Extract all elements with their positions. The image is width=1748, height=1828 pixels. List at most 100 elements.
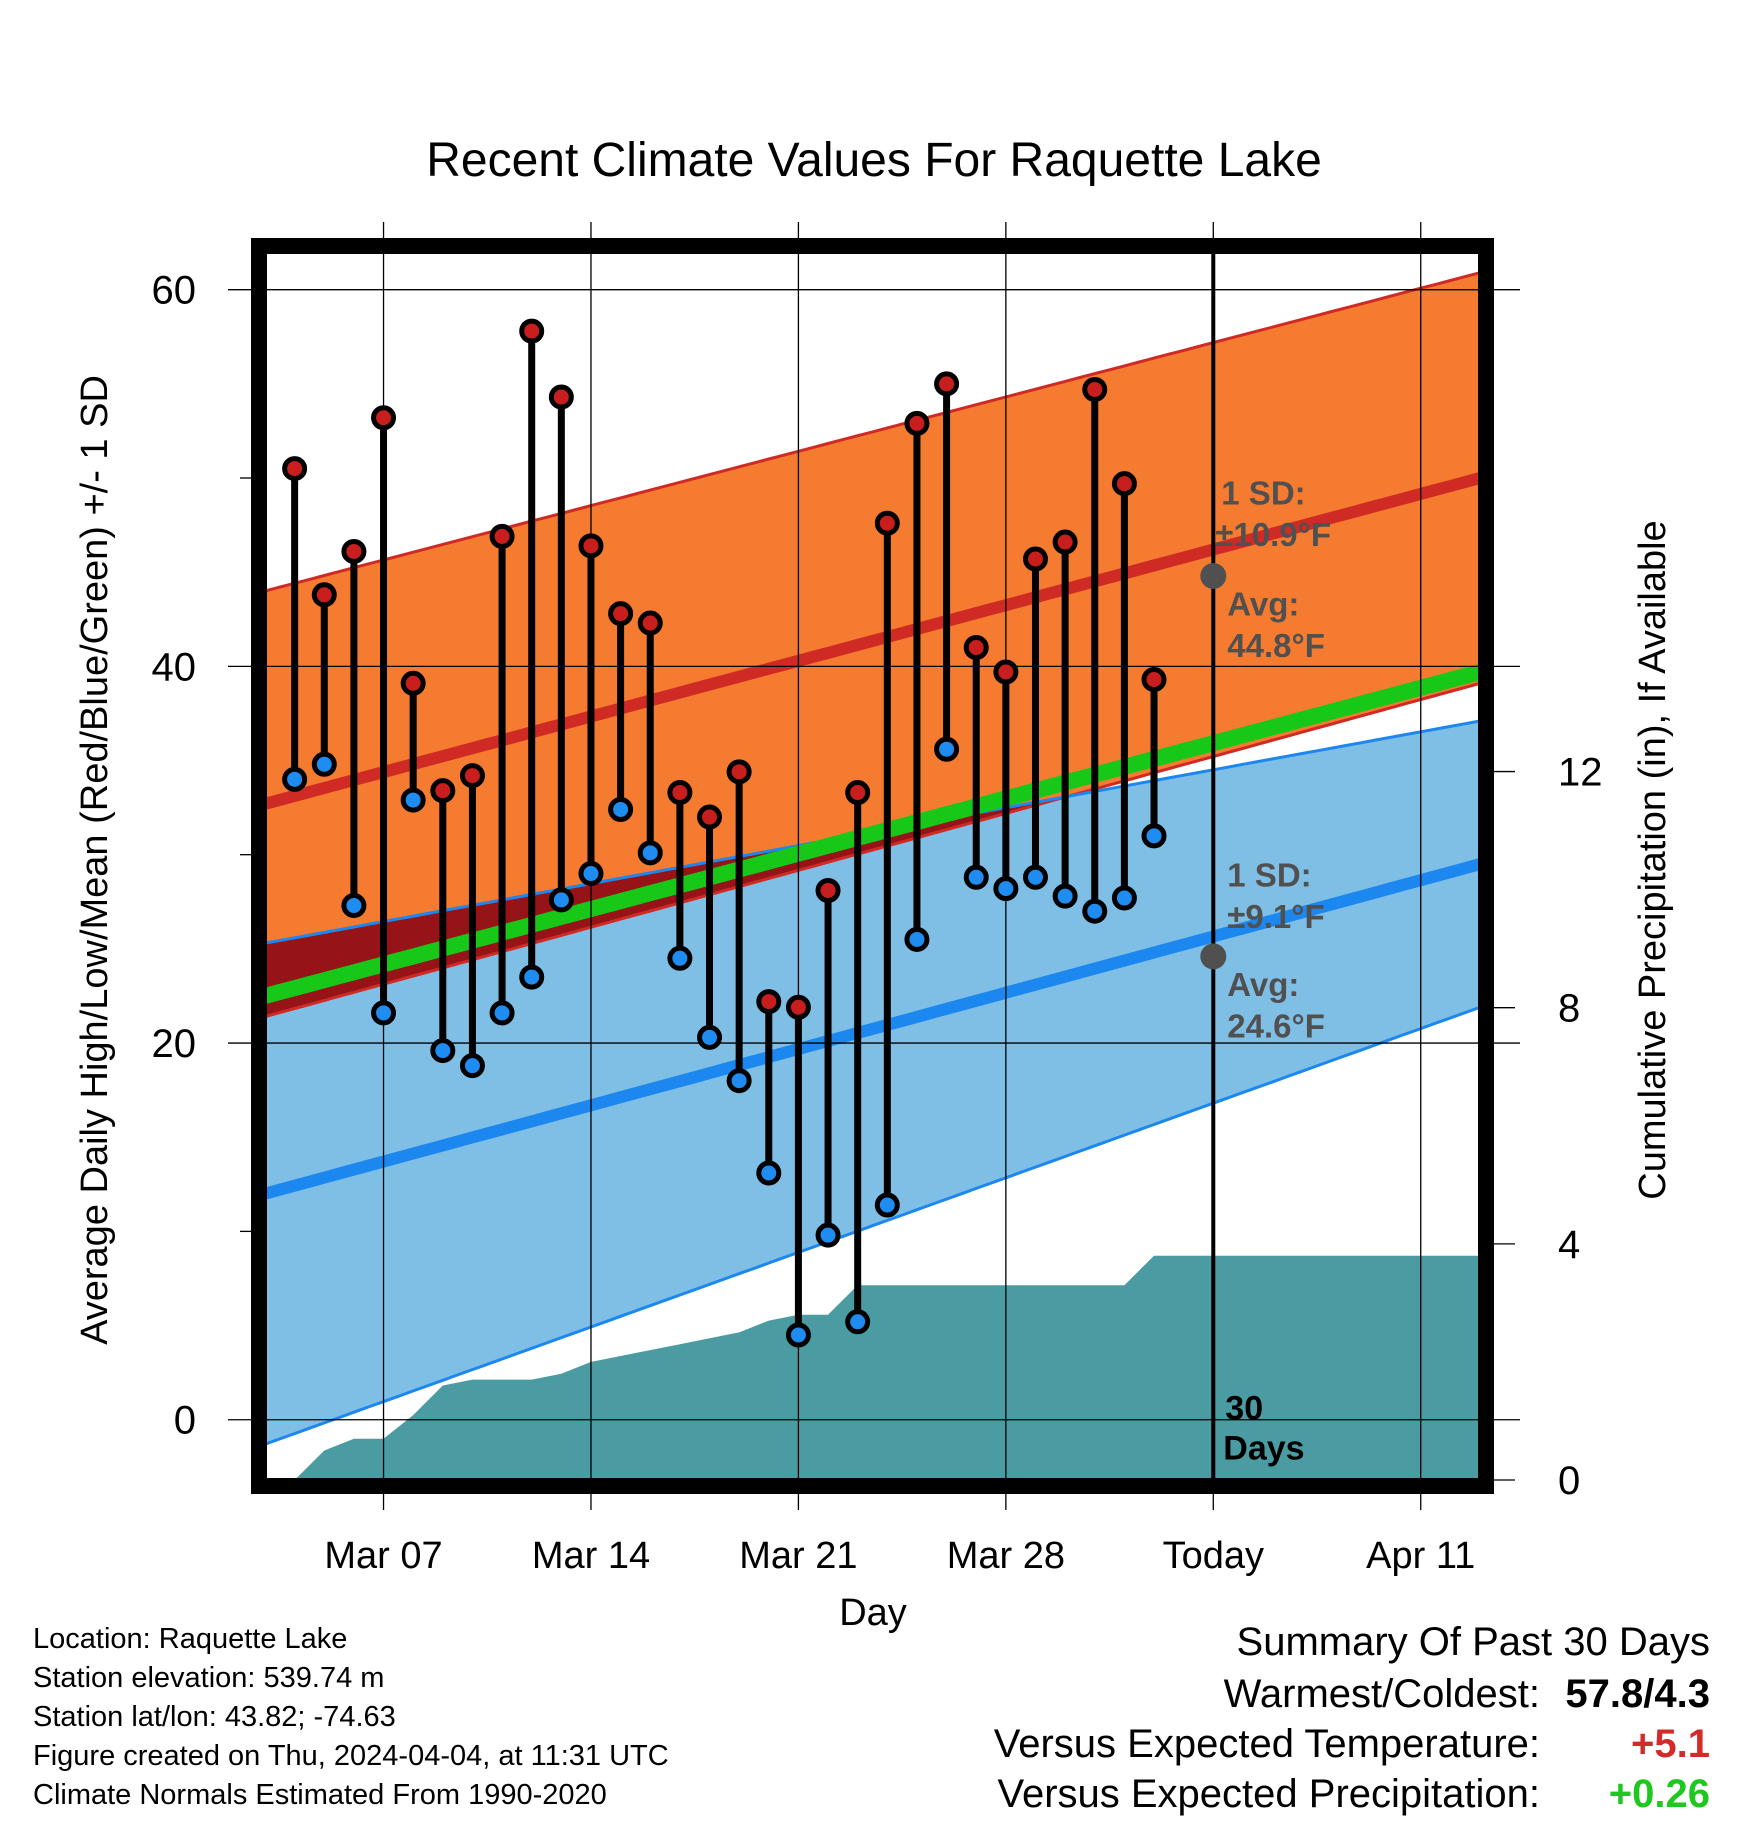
daily-low-point xyxy=(904,926,930,952)
footer-location: Location: Raquette Lake xyxy=(33,1623,348,1655)
daily-low-point xyxy=(519,964,545,990)
daily-high-point xyxy=(608,601,634,627)
daily-high-point xyxy=(667,780,693,806)
y2-tick-label: 4 xyxy=(1558,1223,1580,1267)
plot-frame xyxy=(251,238,1494,1494)
daily-low-point xyxy=(371,1000,397,1026)
daily-high-point xyxy=(756,989,782,1015)
x-axis-label: Day xyxy=(839,1592,907,1634)
daily-low-point xyxy=(578,861,604,887)
daily-low-point xyxy=(430,1038,456,1064)
daily-low-point xyxy=(667,945,693,971)
daily-low-point xyxy=(400,787,426,813)
daily-high-point xyxy=(697,804,723,830)
y2-tick-label: 12 xyxy=(1558,751,1603,795)
daily-low-point xyxy=(282,766,308,792)
daily-low-point xyxy=(311,751,337,777)
daily-high-point xyxy=(311,582,337,608)
daily-high-point xyxy=(371,405,397,431)
precip-value: +0.26 xyxy=(1608,1772,1710,1816)
daily-low-point xyxy=(1052,883,1078,909)
high-sd-label: 1 SD: xyxy=(1221,474,1305,511)
high-lower-sd-line xyxy=(265,681,1480,1019)
x-tick-label: Mar 28 xyxy=(947,1535,1065,1577)
daily-high-point xyxy=(1082,376,1108,402)
precip-label: Versus Expected Precipitation: xyxy=(997,1772,1540,1816)
daily-low-point xyxy=(815,1222,841,1248)
summary-precipitation: Versus Expected Precipitation: +0.26 xyxy=(997,1772,1710,1817)
warmest-coldest-value: 57.8/4.3 xyxy=(1565,1672,1710,1716)
low-avg-value: 24.6°F xyxy=(1227,1007,1325,1044)
daily-low-point xyxy=(1141,823,1167,849)
y-tick-label: 60 xyxy=(152,269,197,313)
y2-axis-label: Cumulative Precipitation (in), If Availa… xyxy=(1632,520,1674,1199)
daily-high-point xyxy=(785,994,811,1020)
daily-high-point xyxy=(963,635,989,661)
daily-high-point xyxy=(489,523,515,549)
low-sd-label: 1 SD: xyxy=(1227,857,1311,894)
daily-high-point xyxy=(519,318,545,344)
daily-low-point xyxy=(993,876,1019,902)
high-sd-value: ±10.9°F xyxy=(1215,516,1331,553)
footer-elevation: Station elevation: 539.74 m xyxy=(33,1662,385,1694)
daily-high-point xyxy=(993,659,1019,685)
daily-low-point xyxy=(1022,864,1048,890)
low-avg-today-dot xyxy=(1200,943,1227,970)
warmest-coldest-label: Warmest/Coldest: xyxy=(1223,1672,1540,1716)
high-avg-value: 44.8°F xyxy=(1227,627,1325,664)
daily-high-point xyxy=(459,763,485,789)
summary-heading: Summary Of Past 30 Days xyxy=(1236,1620,1710,1664)
daily-low-point xyxy=(637,840,663,866)
x-tick-label: Mar 14 xyxy=(532,1535,650,1577)
axes: 0 20 40 60 0 4 8 12 Mar 07 Mar 14 Mar 21 Mar 28 Toda… xyxy=(152,269,1603,1577)
low-normal-line xyxy=(265,858,1480,1200)
summary-warmest-coldest: Warmest/Coldest: 57.8/4.3 xyxy=(1224,1672,1710,1717)
footer-normals: Climate Normals Estimated From 1990-2020 xyxy=(33,1779,607,1811)
daily-high-point xyxy=(1022,546,1048,572)
y-tick-label: 20 xyxy=(152,1022,197,1066)
daily-high-point xyxy=(874,510,900,536)
high-avg-label: Avg: xyxy=(1227,586,1299,623)
x-tick-label: Today xyxy=(1163,1535,1264,1577)
daily-low-point xyxy=(1111,885,1137,911)
y2-tick-label: 0 xyxy=(1558,1459,1580,1503)
low-avg-label: Avg: xyxy=(1227,966,1299,1003)
daily-high-point xyxy=(578,533,604,559)
y-axis-label: Average Daily High/Low/Mean (Red/Blue/Gr… xyxy=(74,375,116,1345)
daily-high-point xyxy=(1111,471,1137,497)
y-tick-label: 40 xyxy=(152,645,197,689)
x-tick-label: Mar 07 xyxy=(324,1535,442,1577)
temp-value: +5.1 xyxy=(1631,1722,1710,1766)
daily-low-point xyxy=(459,1053,485,1079)
low-sd-value: ±9.1°F xyxy=(1227,898,1324,935)
daily-high-point xyxy=(282,456,308,482)
days-label-text: Days xyxy=(1223,1429,1304,1467)
daily-high-point xyxy=(548,384,574,410)
y2-tick-label: 8 xyxy=(1558,987,1580,1031)
daily-high-point xyxy=(815,877,841,903)
high-avg-today-dot xyxy=(1200,562,1227,589)
daily-low-point xyxy=(726,1068,752,1094)
daily-low-point xyxy=(1082,898,1108,924)
daily-low-point xyxy=(963,864,989,890)
daily-high-point xyxy=(430,778,456,804)
footer-created: Figure created on Thu, 2024-04-04, at 11… xyxy=(33,1740,669,1772)
daily-low-point xyxy=(845,1309,871,1335)
mean-normal-line xyxy=(265,664,1480,1004)
daily-high-point xyxy=(341,538,367,564)
daily-high-point xyxy=(400,670,426,696)
x-tick-label: Mar 21 xyxy=(739,1535,857,1577)
high-upper-sd-line xyxy=(265,271,1480,593)
footer-latlon: Station lat/lon: 43.82; -74.63 xyxy=(33,1701,396,1733)
daily-low-point xyxy=(489,1000,515,1026)
x-tick-label: Apr 11 xyxy=(1366,1535,1475,1577)
daily-low-point xyxy=(785,1322,811,1348)
daily-high-point xyxy=(904,410,930,436)
daily-high-point xyxy=(637,610,663,636)
daily-low-point xyxy=(756,1160,782,1186)
daily-low-point xyxy=(874,1192,900,1218)
annotations: 1 SD: ±10.9°F Avg: 44.8°F 1 SD: ±9.1°F Avg: 24.… xyxy=(1200,474,1331,1467)
low-lower-sd-line xyxy=(265,1005,1480,1446)
chart-title: Recent Climate Values For Raquette Lake xyxy=(426,134,1322,187)
